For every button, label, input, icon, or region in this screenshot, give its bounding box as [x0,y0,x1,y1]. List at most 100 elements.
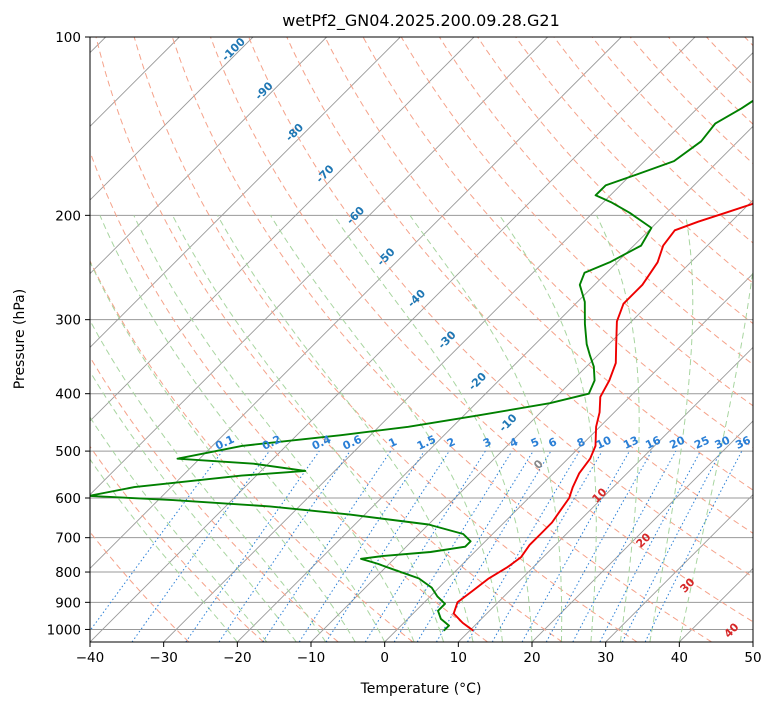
y-tick-label: 900 [55,595,81,611]
dry-adiabat-line [90,445,264,642]
dry-adiabat-line [286,37,753,534]
mixing-ratio-label: 8 [575,435,587,450]
moist-adiabat-line [99,215,386,642]
isotherm-line [752,641,753,642]
mixing-ratio-line [599,450,701,642]
y-tick-label: 600 [55,491,81,507]
mixing-ratio-line [218,450,351,642]
moist-adiabat-line [90,370,297,642]
isotherm-line [90,37,696,642]
mixing-ratio-line [325,450,450,642]
isotherm-line [163,52,753,642]
isotherm-line [90,37,327,275]
mixing-ratio-label: 36 [733,433,753,451]
isotherm-line [237,125,753,642]
mixing-ratio-line [298,450,425,642]
dry-adiabat-line [90,356,339,642]
x-tick-label: −30 [149,650,178,666]
data-lines [90,99,753,632]
x-axis-label: Temperature (°C) [360,681,482,697]
mixing-ratio-label: 20 [668,433,688,451]
y-tick-label: 400 [55,387,81,403]
mixing-ratio-line [393,450,513,642]
dry-adiabat-label: 10 [590,485,610,505]
mixing-ratio-label: 10 [594,433,614,451]
isotherm-line [384,273,753,642]
moist-adiabat-line [596,215,640,642]
mixing-ratio-label: 4 [508,435,521,450]
y-tick-label: 100 [55,30,81,46]
isotherm-label: -90 [252,79,275,102]
isotherm-label: -30 [435,328,458,351]
moist-adiabat-line [217,215,474,642]
dry-adiabat-line [90,150,488,642]
dry-adiabat-line [591,37,753,204]
mixing-ratio-label: 2 [445,435,457,450]
isotherm-label: -10 [496,411,519,434]
dry-adiabat-line [210,37,753,623]
y-tick-label: 300 [55,313,81,329]
moist-adiabat-line [90,458,238,642]
mixing-ratio-label: 0.1 [213,433,236,453]
isotherm-label: -50 [374,245,397,268]
y-axis-label: Pressure (hPa) [12,289,28,389]
isotherm-label: -80 [283,121,306,144]
y-tick-label: 500 [55,444,81,460]
dry-adiabat-line [324,37,753,491]
moist-adiabat-line [678,265,753,642]
x-tick-label: 50 [744,650,761,666]
moist-adiabat-line [649,215,694,642]
y-tick-label: 800 [55,565,81,581]
mixing-ratio-label: 6 [546,435,559,450]
isotherm-label: -60 [344,204,367,227]
y-tick-label: 200 [55,208,81,224]
dry-adiabat-label: 40 [722,620,742,640]
temperature-line [452,202,753,632]
x-tick-label: 40 [671,650,688,666]
mixing-ratio-line [572,450,677,642]
dry-adiabat-label: 30 [678,575,698,595]
x-axis-ticks: −40 −30 −20 −10 0 10 20 30 40 50 [76,642,762,666]
isotherm-line [90,37,548,496]
mixing-ratio-line [185,450,320,642]
plot-frame [89,36,754,643]
mixing-ratio-line [90,450,223,632]
isotherm-line [90,37,254,201]
mixing-ratio-label: 1 [387,435,399,450]
x-tick-label: −40 [76,650,105,666]
moist-adiabat-line [270,215,503,642]
dry-adiabat-line [668,37,753,125]
isotherm-label: -70 [313,162,336,185]
isotherm-line [90,37,475,422]
isotherm-line [531,420,753,642]
dry-adiabat-line [95,37,563,642]
mixing-ratio-label: 25 [692,434,711,452]
isotherm-line [90,37,622,569]
isotherm-line [90,37,401,348]
x-tick-label: 10 [450,650,467,666]
dry-adiabat-line [133,37,638,642]
y-tick-label: 700 [55,531,81,547]
dry-adiabat-line [744,37,753,47]
mixing-ratio-label: 3 [481,435,493,450]
mixing-ratio-line [262,450,392,642]
y-tick-label: 1000 [47,622,81,638]
mixing-ratio-label: 30 [713,433,733,451]
moist-adiabat-line [90,319,327,642]
isotherm-line [679,567,753,642]
background-lines [90,37,753,642]
mixing-ratio-line [545,450,653,642]
mixing-ratio-label: 16 [643,433,663,451]
x-tick-label: −10 [297,650,326,666]
mixing-ratio-label: 5 [529,435,541,450]
dry-adiabat-line [90,259,414,642]
dry-adiabat-label: 20 [634,530,654,550]
mixing-ratio-line [131,450,270,642]
isotherm-line [605,494,753,642]
x-tick-label: 30 [597,650,614,666]
mixing-ratio-line [521,450,630,642]
isotherm-label: -100 [219,35,248,64]
x-tick-label: −20 [223,650,252,666]
y-axis-ticks: 1000 900 800 700 600 500 400 300 200 100 [47,30,90,638]
